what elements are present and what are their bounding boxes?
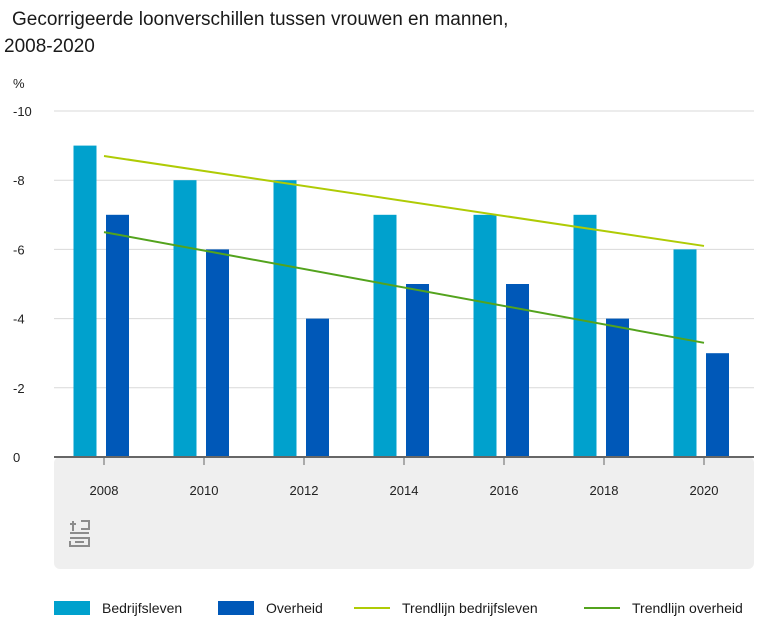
chart-title-line-2: 2008-2020 [4, 36, 95, 57]
legend-label-overheid: Overheid [266, 600, 323, 616]
legend-item-overheid: Overheid [218, 596, 323, 620]
y-axis-ticks: -10 -8 -6 -4 -2 0 [13, 104, 32, 465]
legend-swatch-bedrijfsleven [54, 601, 90, 615]
legend-label-bedrijfsleven: Bedrijfsleven [102, 600, 183, 616]
legend-label-trend-bedrijfsleven: Trendlijn bedrijfsleven [402, 600, 538, 616]
trend-lines [103, 154, 705, 344]
bar-bedrijfsleven [273, 180, 297, 457]
legend-item-trend-bedrijfsleven: Trendlijn bedrijfsleven [354, 596, 538, 620]
bar-overheid [306, 318, 329, 457]
trend-line-overheid [103, 231, 705, 344]
y-tick-label: -8 [13, 173, 25, 188]
bar-bedrijfsleven [73, 145, 97, 457]
y-tick-label: 0 [13, 450, 20, 465]
chart-canvas: % -10-8-6-4-20 2008 2010 2012 2014 2016 2018 2… [13, 76, 754, 569]
bar-bedrijfsleven [573, 214, 597, 457]
x-axis-panel [54, 457, 754, 569]
legend: Bedrijfsleven Overheid Trendlijn bedrijf… [0, 596, 768, 620]
bar-bedrijfsleven [673, 249, 697, 457]
x-tick-label: 2012 [290, 483, 319, 498]
legend-swatch-trend-bedrijfsleven [354, 607, 390, 609]
legend-item-bedrijfsleven: Bedrijfsleven [54, 596, 182, 620]
trend-line-bedrijfsleven [103, 154, 705, 247]
x-axis-ticks: 2008 2010 2012 2014 2016 2018 2020 [90, 457, 719, 498]
y-tick-label: -2 [13, 381, 25, 396]
legend-item-trend-overheid: Trendlijn overheid [584, 596, 743, 620]
bar-overheid [706, 353, 729, 457]
x-tick-label: 2008 [90, 483, 119, 498]
bar-bedrijfsleven [173, 180, 197, 457]
x-tick-label: 2020 [690, 483, 719, 498]
chart-title: Gecorrigeerde loonverschillen tussen vro… [4, 6, 644, 60]
x-tick-label: 2018 [590, 483, 619, 498]
bar-overheid [106, 214, 129, 457]
legend-swatch-overheid [218, 601, 254, 615]
y-tick-label: -4 [13, 312, 25, 327]
x-tick-label: 2016 [490, 483, 519, 498]
bar-bedrijfsleven [373, 214, 397, 457]
y-tick-label: -10 [13, 104, 32, 119]
legend-label-trend-overheid: Trendlijn overheid [632, 600, 743, 616]
x-tick-label: 2010 [190, 483, 219, 498]
bar-bedrijfsleven [473, 214, 497, 457]
y-tick-label: -6 [13, 242, 25, 257]
chart-title-line-1: Gecorrigeerde loonverschillen tussen vro… [12, 9, 509, 30]
bar-overheid [506, 284, 529, 457]
legend-swatch-trend-overheid [584, 607, 620, 609]
bar-overheid [406, 284, 429, 457]
y-axis-unit-label: % [13, 76, 25, 91]
y-grid [54, 110, 754, 389]
x-tick-label: 2014 [390, 483, 419, 498]
cbs-logo-icon [69, 520, 90, 547]
bar-overheid [606, 318, 629, 457]
bars [73, 145, 729, 457]
bar-overheid [206, 249, 229, 457]
